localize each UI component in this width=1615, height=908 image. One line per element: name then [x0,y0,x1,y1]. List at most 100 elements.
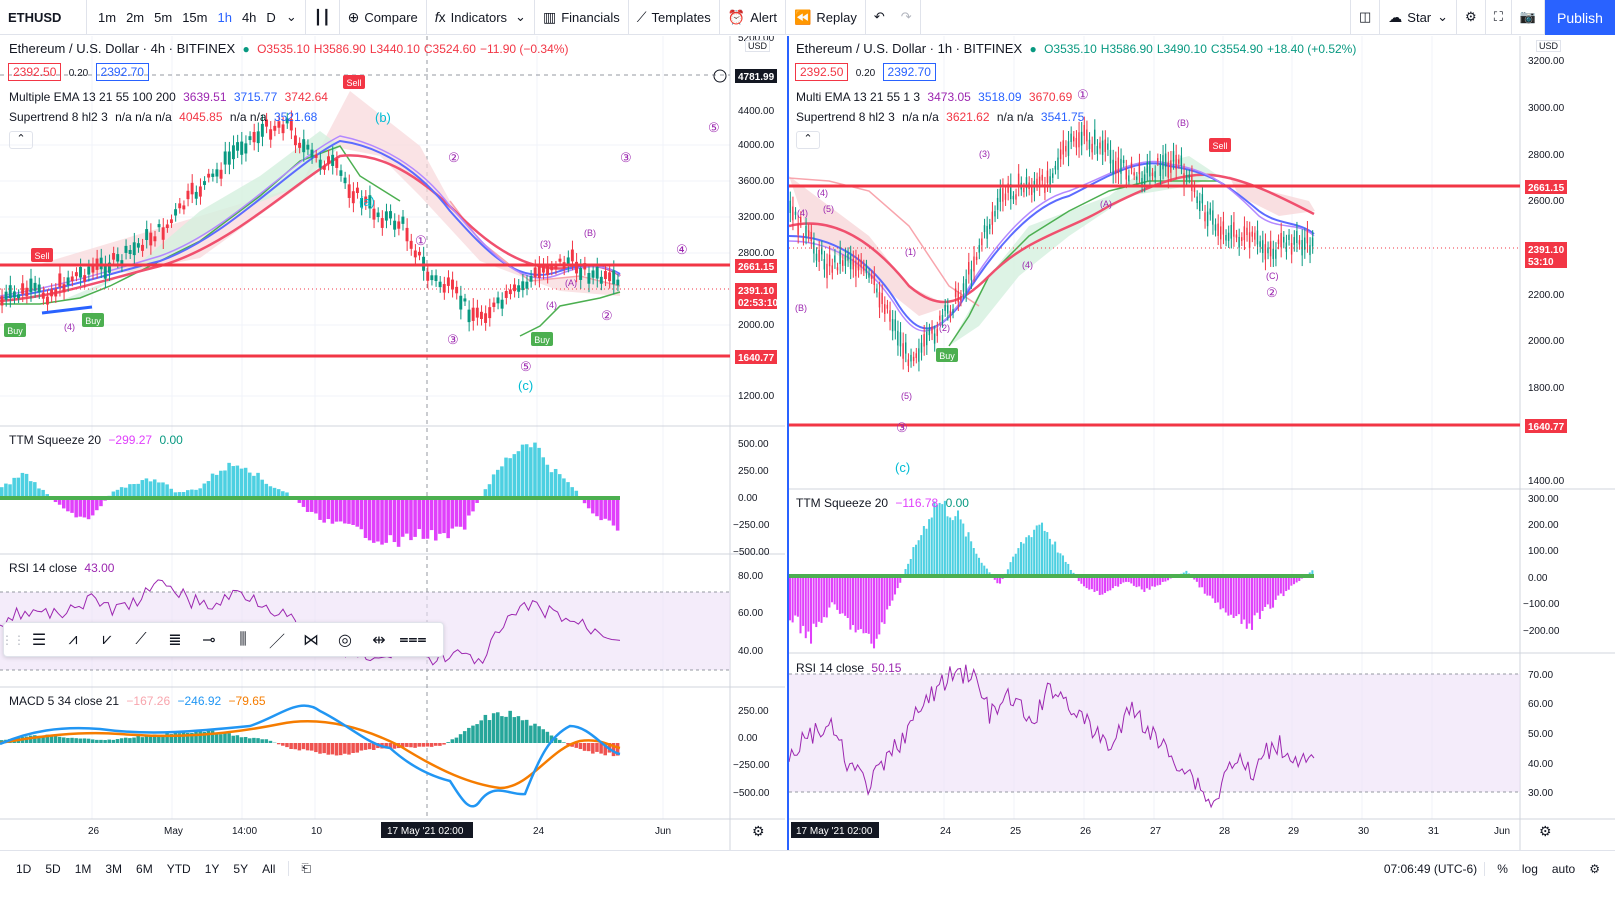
right-time-axis[interactable]: 24 25 26 27 28 29 30 31 Jun [940,826,1510,837]
head-shoulders-icon[interactable]: ⋈ [303,631,319,649]
right-chart-pane[interactable]: Sell Buy (4) (5) (3) (1) (2) (4) (A) (B)… [787,36,1615,850]
gear-icon[interactable]: ⚙ [1589,861,1600,876]
histogram-bar [28,481,33,498]
candle-body [273,125,277,131]
gear-icon[interactable]: ⚙ [1539,823,1552,839]
publish-button[interactable]: Publish [1545,0,1615,35]
chart-type-button[interactable]: ┃┃ [306,0,340,35]
left-symbol-legend[interactable]: Ethereum / U.S. Dollar · 4h · BITFINEX ●… [9,41,572,56]
tf-D[interactable]: D [266,9,276,25]
fullscreen-button[interactable]: ⛶ [1486,0,1512,35]
undo-button[interactable]: ↶ [866,0,893,35]
right-ttm-axis[interactable]: 300.00 200.00 100.00 0.00 −100.00 −200.00 [1523,494,1560,637]
left-ema-legend[interactable]: Multiple EMA 13 21 55 100 200 3639.51 37… [9,90,332,104]
tf-dropdown[interactable]: ⌄ [281,0,306,35]
right-chart-svg[interactable]: Sell Buy (4) (5) (3) (1) (2) (4) (A) (B)… [789,36,1615,850]
right-price-axis[interactable]: 3200.00 3000.00 2800.00 2600.00 2200.00 2000.… [1528,56,1565,487]
goto-date-button[interactable]: ⎗ [288,861,318,876]
ask-price[interactable]: 2392.70 [95,63,149,81]
range-5Y[interactable]: 5Y [233,861,249,876]
left-price-axis[interactable]: 5200.004400.004000.003600.003200.002800.… [738,36,775,402]
right-ttm-legend[interactable]: TTM Squeeze 20 −116.78 0.00 [796,496,973,510]
range-All[interactable]: All [262,861,276,876]
parallel-lines-icon[interactable]: ⫼ [239,630,247,648]
bid-price[interactable]: 2392.50 [795,63,849,81]
range-1Y[interactable]: 1Y [204,861,220,876]
tf-5m[interactable]: 5m [154,9,173,25]
templates-button[interactable]: ⟋ Templates [629,0,720,35]
gear-icon[interactable]: ⚙ [752,823,765,839]
range-1M[interactable]: 1M [74,861,92,876]
histogram-bar [1253,576,1256,616]
xabcd-pattern-icon[interactable]: ⩗ [102,630,112,648]
range-YTD[interactable]: YTD [166,861,191,876]
candle-body [467,309,471,323]
right-bid-ask[interactable]: 2392.50 0.20 2392.70 [795,63,940,81]
replay-icon: ⏪ [793,8,812,25]
left-rsi-legend[interactable]: RSI 14 close 43.00 [9,561,118,575]
drag-handle-icon[interactable]: ⋮⋮ [1,632,25,647]
drawing-toolbar[interactable]: ⋮⋮ ☰ ⩘ ⩗ ⟋ ≣ ⊸ ⫼ ／ ⋈ ◎ ⇹ ⩶ [1,622,444,657]
range-3M[interactable]: 3M [105,861,123,876]
tf-4h[interactable]: 4h [241,9,257,25]
collapse-legend-button[interactable]: ⌃ [796,131,820,149]
settings-lines-icon[interactable]: ⩶ [399,630,427,648]
cycle-icon[interactable]: ◎ [338,631,352,649]
currency-label[interactable]: USD [1536,40,1562,52]
right-symbol-legend[interactable]: Ethereum / U.S. Dollar · 1h · BITFINEX ●… [796,41,1360,56]
left-bid-ask[interactable]: 2392.50 0.20 2392.70 [8,63,153,81]
ask-price[interactable]: 2392.70 [882,63,936,81]
left-rsi-axis[interactable]: 80.00 60.00 40.00 [738,571,763,657]
percent-toggle[interactable]: % [1484,861,1515,876]
abcd-pattern-icon[interactable]: ⩘ [68,630,78,648]
range-icon[interactable]: ⇹ [372,631,386,649]
alert-button[interactable]: ⏰ Alert [720,0,786,35]
tf-15m[interactable]: 15m [182,9,208,25]
log-toggle[interactable]: log [1521,861,1538,876]
left-macd-axis[interactable]: 250.00 0.00 −250.00 −500.00 [733,706,770,799]
line-icon[interactable]: ／ [268,633,285,651]
fib-channel-icon[interactable]: ≣ [168,631,182,649]
tf-1h[interactable]: 1h [217,9,232,25]
compare-button[interactable]: ⊕ Compare [340,0,427,35]
symbol-search[interactable]: ETHUSD [0,0,87,35]
histogram-bar [74,498,78,518]
tf-1m[interactable]: 1m [98,9,117,25]
left-supertrend-legend[interactable]: Supertrend 8 hl2 3 n/a n/a n/a 4045.85 n… [9,110,321,124]
financials-button[interactable]: ▥ Financials [535,0,629,35]
snapshot-button[interactable]: 📷 [1512,0,1545,35]
star-button[interactable]: ☁ Star ⌄ [1380,0,1458,35]
trend-angle-icon[interactable]: ⟋ [135,630,147,648]
left-ttm-axis[interactable]: 500.00 250.00 0.00 −250.00 −500.00 [733,439,770,558]
replay-button[interactable]: ⏪ Replay [786,0,866,35]
candle-body [1269,241,1272,257]
indicators-button[interactable]: fx Indicators ⌄ [427,0,535,35]
left-time-axis[interactable]: 26 May 14:00 10 24 Jun [88,826,671,837]
range-6M[interactable]: 6M [136,861,153,876]
auto-toggle[interactable]: auto [1551,861,1576,876]
collapse-legend-button[interactable]: ⌃ [9,131,33,149]
settings-button[interactable]: ⚙ [1457,0,1486,35]
range-1D[interactable]: 1D [16,861,32,876]
clock[interactable]: 07:06:49 (UTC-6) [1383,861,1478,876]
layout-button[interactable]: ◫ [1350,0,1381,35]
horizontal-ray-icon[interactable]: ⊸ [202,631,216,649]
tf-2m[interactable]: 2m [126,9,145,25]
left-chart-pane[interactable]: Sell Sell Buy Buy Buy (b) (a) (c) (4) (3… [0,36,785,850]
left-trendline[interactable] [41,305,93,315]
crosshair-plus-icon[interactable] [713,69,727,83]
redo-button[interactable]: ↷ [893,0,921,35]
left-ttm-legend[interactable]: TTM Squeeze 20 −299.27 0.00 [9,433,187,447]
currency-label[interactable]: USD [745,40,771,52]
right-ema-legend[interactable]: Multi EMA 13 21 55 1 3 3473.05 3518.09 3… [796,90,1076,104]
horizontal-lines-icon[interactable]: ☰ [31,631,47,649]
candle-body [417,251,421,256]
right-supertrend-legend[interactable]: Supertrend 8 hl2 3 n/a n/a 3621.62 n/a n… [796,110,1088,124]
bid-price[interactable]: 2392.50 [8,63,62,81]
right-rsi-legend[interactable]: RSI 14 close 50.15 [796,661,905,675]
left-macd-legend[interactable]: MACD 5 34 close 21 −167.26 −246.92 −79.6… [9,694,270,708]
left-pane-separators[interactable] [0,36,785,850]
right-rsi-axis[interactable]: 70.00 60.00 50.00 40.00 30.00 [1528,670,1553,799]
histogram-bar [293,743,297,750]
range-5D[interactable]: 5D [45,861,61,876]
